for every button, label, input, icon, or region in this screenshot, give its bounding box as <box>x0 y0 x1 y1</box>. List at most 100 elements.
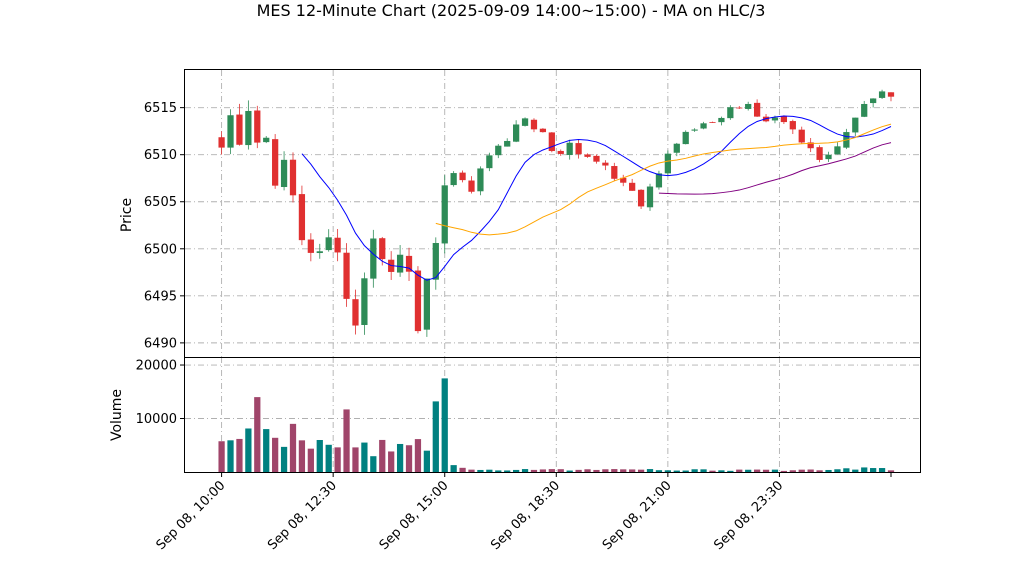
volume-bar <box>396 443 404 472</box>
candle-body <box>566 142 573 156</box>
volume-bar <box>816 470 823 472</box>
price-panel: 6490 6495 6500 6505 6510 6515 Price <box>119 69 921 358</box>
volume-bar <box>798 469 805 472</box>
price-axis-label: Price <box>119 198 135 232</box>
candle-body <box>289 159 297 196</box>
x-tick-label: Sep 08, 23:30 <box>711 478 786 553</box>
candle-body <box>218 137 225 148</box>
candle-body <box>432 243 439 280</box>
x-gridlines <box>221 70 780 357</box>
volume-bar <box>655 470 663 472</box>
volume-bar <box>664 470 671 472</box>
candle-body <box>343 252 350 299</box>
volume-bar <box>691 469 698 472</box>
candle-body <box>325 237 332 251</box>
candle-body <box>700 123 707 129</box>
candle-body <box>691 129 698 131</box>
candle-body <box>272 139 279 186</box>
x-tick-label: Sep 08, 12:30 <box>265 478 340 553</box>
volume-bar <box>530 469 538 472</box>
volume-bar <box>780 470 788 472</box>
volume-bar <box>236 438 243 472</box>
candle-body <box>834 146 841 155</box>
candle-body <box>539 128 547 133</box>
x-tick-label: Sep 08, 21:00 <box>600 478 675 553</box>
candle-body <box>771 117 779 121</box>
candle-body <box>646 186 654 208</box>
volume-bar <box>584 469 591 472</box>
price-y-ticks: 6490 6495 6500 6505 6510 6515 <box>144 101 185 351</box>
volume-bar <box>263 429 270 472</box>
volume-bar <box>280 446 288 472</box>
candle-body <box>423 278 430 330</box>
volume-y-ticks: 10000 20000 <box>136 359 185 427</box>
candle-body <box>637 189 645 207</box>
volume-bar <box>495 470 502 472</box>
price-grid <box>185 107 920 344</box>
volume-bar <box>254 397 261 472</box>
volume-bar <box>486 469 493 472</box>
ma-line-10 <box>301 115 892 281</box>
volume-bar <box>370 456 377 472</box>
candle-body <box>468 180 475 192</box>
volume-bar <box>566 470 573 472</box>
volume-bar <box>887 470 895 472</box>
volume-bar <box>414 439 422 472</box>
volume-bar <box>441 378 448 472</box>
candle-body <box>316 251 323 254</box>
candle-body <box>745 103 752 109</box>
candle-body <box>298 194 306 241</box>
candle-body <box>477 168 484 192</box>
candle-body <box>602 162 609 166</box>
volume-plot-frame <box>184 357 921 473</box>
volume-bar <box>504 470 511 472</box>
candle-body <box>673 143 680 153</box>
volume-bar <box>611 469 618 472</box>
volume-bar <box>521 469 529 472</box>
volume-bar <box>316 439 323 472</box>
volume-bar <box>289 423 297 472</box>
volume-panel: 10000 20000 Volume <box>109 357 921 473</box>
moving-average-lines <box>301 115 892 281</box>
candle-body <box>789 121 796 130</box>
candle-body <box>280 159 288 188</box>
candle-body <box>414 270 422 332</box>
volume-bar <box>834 469 841 472</box>
price-tick-label: 6495 <box>144 289 177 304</box>
volume-bar <box>807 469 814 472</box>
candle-body <box>379 238 386 260</box>
candle-body <box>245 110 252 146</box>
candle-body <box>530 119 538 130</box>
volume-bar <box>343 409 350 472</box>
volume-bar <box>753 469 761 472</box>
candle-body <box>682 131 689 145</box>
volume-bar <box>477 469 484 472</box>
ma-line-25 <box>435 123 892 236</box>
volume-bar <box>593 469 600 472</box>
candle-body <box>307 239 314 253</box>
candle-body <box>441 185 448 244</box>
volume-bar <box>825 469 832 472</box>
volume-bar <box>762 469 770 472</box>
volume-bar <box>700 469 707 472</box>
candle-body <box>361 278 368 325</box>
volume-bar <box>736 469 743 472</box>
volume-bar <box>861 467 868 472</box>
candle-body <box>254 110 261 143</box>
price-tick-label: 6505 <box>144 195 177 210</box>
candle-body <box>334 237 341 253</box>
volume-bar <box>727 470 734 472</box>
volume-bar <box>629 469 636 472</box>
candle-body <box>753 102 761 117</box>
volume-bar <box>450 465 457 472</box>
candle-body <box>718 117 725 123</box>
volume-bar <box>709 470 716 472</box>
candle-body <box>575 143 582 155</box>
candle-body <box>611 166 618 179</box>
candle-body <box>852 117 859 133</box>
candle-body <box>593 155 600 162</box>
price-tick-label: 6490 <box>144 336 177 351</box>
x-tick-label: Sep 08, 15:00 <box>377 478 452 553</box>
candle-body <box>664 153 671 174</box>
candle-body <box>495 145 502 156</box>
